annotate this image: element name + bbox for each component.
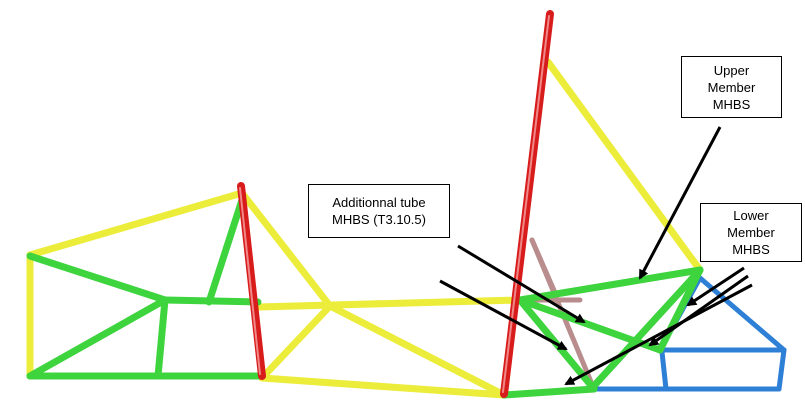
arrow-additional-tube-1 [457, 244, 586, 324]
green-tube [26, 252, 169, 304]
arrow-additional-tube-2 [439, 279, 568, 351]
yellow-tube [258, 374, 508, 399]
yellow-tube [238, 189, 334, 310]
arrow-lower-member-1 [686, 266, 745, 307]
green-tube [26, 296, 169, 380]
red-highlight [239, 187, 261, 375]
green-tube [588, 266, 704, 392]
mauve-tube [529, 237, 559, 298]
blue-tube [776, 347, 787, 392]
callout-upper-member: Upper Member MHBS [681, 56, 782, 118]
arrow-lower-member-2 [648, 274, 749, 347]
green-tubes [26, 196, 704, 399]
red-highlight [502, 15, 550, 393]
callout-lower-line-1: Lower [733, 208, 769, 223]
callout-lower-line-2: Member [727, 225, 775, 240]
callout-additional-line-1: Additionnal tube [332, 195, 426, 210]
green-tube [516, 266, 704, 304]
yellow-tube [326, 302, 508, 399]
yellow-tube [26, 189, 246, 259]
callout-upper-line-1: Upper [713, 62, 750, 78]
callout-additional-line-2: MHBS (T3.10.5) [332, 212, 426, 227]
green-tube [500, 385, 598, 399]
blue-tube [697, 275, 787, 353]
callout-lower-line-3: MHBS [732, 242, 770, 257]
red-highlights [239, 15, 550, 393]
red-tube-front-hoop [237, 182, 266, 380]
arrow-upper-member [638, 126, 722, 280]
yellow-tube [544, 58, 704, 274]
arrow-lower-member-3 [564, 283, 753, 386]
green-tube [154, 296, 169, 380]
callout-additional-tube: Additionnal tube MHBS (T3.10.5) [308, 184, 450, 238]
green-tube [205, 196, 246, 306]
callout-upper-line-2: Member [707, 79, 756, 95]
callout-lower-member: Lower Member MHBS [700, 203, 802, 262]
green-tube [656, 266, 704, 354]
arrows [439, 126, 753, 386]
yellow-tube [258, 302, 334, 382]
blue-tube [659, 349, 669, 392]
callout-upper-line-3: MHBS [712, 96, 751, 112]
